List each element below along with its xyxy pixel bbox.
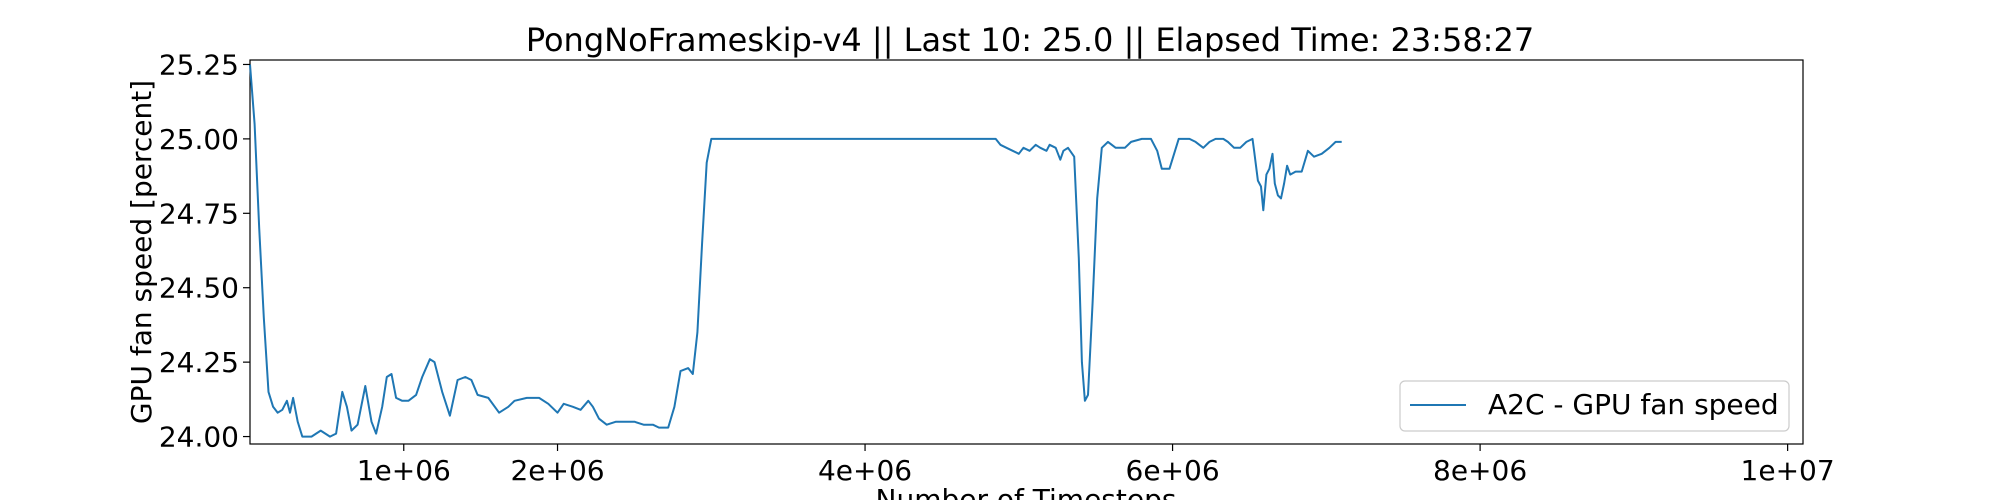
y-tick-label: 24.50 [159, 272, 239, 305]
legend-box [1399, 380, 1790, 432]
y-axis-label: GPU fan speed [percent] [125, 80, 158, 424]
chart-title: PongNoFrameskip-v4 || Last 10: 25.0 || E… [526, 21, 1534, 59]
x-tick-label: 4e+06 [818, 454, 912, 487]
x-tick-label: 1e+07 [1741, 454, 1835, 487]
plot-frame [249, 59, 1804, 445]
x-axis-label: Number of Timesteps [876, 483, 1177, 500]
y-tick-label: 24.00 [159, 421, 239, 454]
x-tick-label: 1e+06 [357, 454, 451, 487]
x-tick-label: 8e+06 [1433, 454, 1527, 487]
x-tick-label: 6e+06 [1126, 454, 1220, 487]
y-tick-label: 24.75 [159, 197, 239, 230]
y-tick-label: 24.25 [159, 346, 239, 379]
legend: A2C - GPU fan speed [1399, 380, 1790, 432]
x-tick-label: 2e+06 [510, 454, 604, 487]
y-axis: 24.00 24.25 24.50 24.75 25.00 25.25 [159, 48, 250, 454]
y-tick-label: 25.25 [159, 48, 239, 81]
x-axis: 1e+06 2e+06 4e+06 6e+06 8e+06 1e+07 [357, 444, 1835, 487]
y-tick-label: 25.00 [159, 123, 239, 156]
plot-area [249, 59, 1804, 445]
series-line [249, 64, 1342, 438]
legend-label: A2C - GPU fan speed [1488, 388, 1779, 421]
